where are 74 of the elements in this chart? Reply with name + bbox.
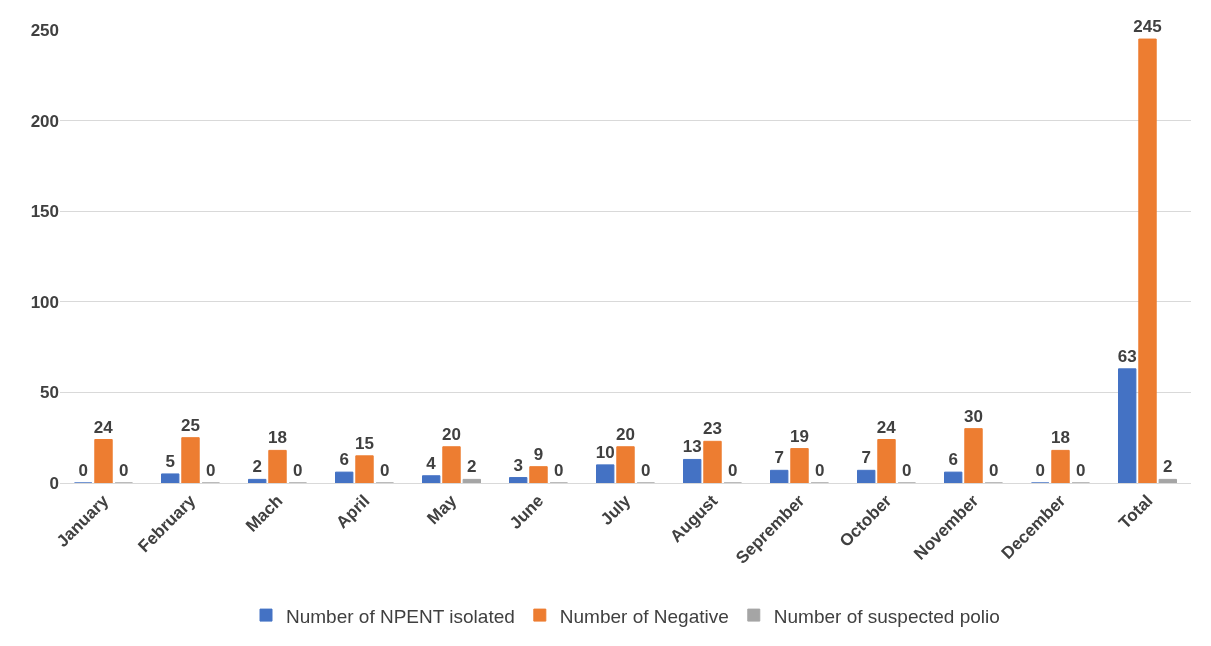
data-label: 7: [774, 448, 784, 468]
data-label: 20: [442, 424, 461, 444]
data-label: 6: [948, 450, 958, 470]
bar: [944, 471, 963, 483]
bar: [462, 478, 481, 483]
data-label: 24: [876, 417, 897, 437]
data-label: 0: [380, 461, 390, 480]
data-label: 5: [165, 451, 175, 471]
legend-label: Number of NPENT isolated: [286, 605, 515, 627]
bar: [703, 440, 722, 483]
bar: [790, 448, 809, 483]
data-label: 7: [861, 448, 871, 468]
bar: [1051, 449, 1070, 483]
y-tick-label: 250: [30, 20, 59, 40]
data-label: 0: [78, 461, 88, 480]
legend-label: Number of Negative: [559, 605, 729, 627]
data-label: 0: [1076, 461, 1086, 480]
y-tick-label: 0: [49, 473, 59, 493]
y-tick-label: 50: [40, 383, 59, 403]
legend-label: Number of suspected polio: [773, 605, 1000, 627]
data-label: 10: [595, 442, 615, 462]
bar: [1138, 38, 1157, 483]
bar: [509, 477, 528, 483]
data-label: 0: [293, 461, 303, 480]
data-label: 3: [513, 455, 523, 475]
data-label: 0: [728, 461, 738, 480]
data-label: 0: [206, 461, 216, 480]
data-label: 0: [989, 461, 999, 480]
data-label: 2: [1163, 457, 1173, 477]
data-label: 0: [815, 461, 825, 480]
bar: [877, 439, 896, 483]
bar: [683, 458, 702, 483]
bar: [161, 473, 180, 483]
bar: [442, 446, 461, 483]
bar: [248, 478, 267, 483]
bar: [94, 439, 113, 483]
bar: [181, 437, 200, 483]
y-tick-label: 100: [30, 292, 59, 312]
data-label: 0: [902, 461, 912, 480]
data-label: 4: [426, 453, 437, 473]
data-label: 18: [1051, 428, 1070, 448]
bar: [964, 428, 983, 483]
data-label: 63: [1117, 346, 1137, 366]
data-label: 19: [790, 426, 809, 446]
bar: [355, 455, 374, 483]
y-tick-label: 200: [30, 111, 59, 131]
data-label: 2: [252, 457, 262, 477]
bar: [422, 475, 441, 483]
bar: [770, 469, 789, 483]
bar: [1118, 368, 1137, 483]
bar: [616, 446, 635, 483]
bar: [1158, 478, 1177, 483]
data-label: 9: [533, 444, 544, 464]
data-label: 6: [339, 450, 349, 470]
data-label: 0: [119, 461, 129, 480]
data-label: 25: [181, 415, 200, 435]
data-label: 245: [1133, 17, 1162, 37]
data-label: 2: [467, 457, 477, 477]
bar: [335, 471, 354, 483]
data-label: 30: [964, 406, 983, 426]
bar: [857, 469, 876, 483]
data-label: 0: [554, 461, 564, 480]
data-label: 0: [641, 461, 651, 480]
data-label: 18: [268, 428, 287, 448]
bar: [268, 449, 287, 483]
bar: [596, 464, 615, 483]
data-label: 24: [93, 417, 114, 437]
bar: [529, 466, 548, 483]
data-label: 0: [1035, 461, 1045, 480]
data-label: 23: [703, 419, 722, 439]
data-label: 20: [616, 424, 635, 444]
y-tick-label: 150: [30, 202, 59, 222]
data-label: 15: [355, 433, 374, 453]
data-label: 13: [682, 437, 702, 457]
